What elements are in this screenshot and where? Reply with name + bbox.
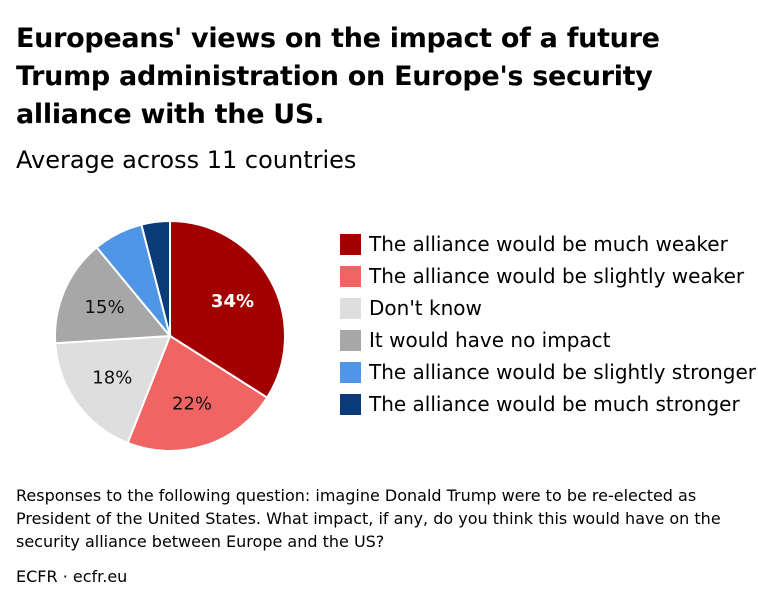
legend-swatch — [340, 233, 361, 255]
chart-title: Europeans' views on the impact of a futu… — [16, 23, 660, 130]
pie-label-1: 22% — [172, 393, 212, 414]
legend-label: It would have no impact — [369, 328, 611, 352]
pie-slice-5 — [140, 219, 171, 337]
pie-label-3: 15% — [85, 297, 125, 318]
legend-swatch — [340, 297, 361, 319]
legend-swatch — [340, 393, 361, 415]
legend-item-4: The alliance would be slightly stronger — [340, 356, 756, 388]
legend-item-0: The alliance would be much weaker — [340, 228, 756, 260]
chart-subtitle: Average across 11 countries — [16, 146, 357, 174]
legend: The alliance would be much weaker The all… — [340, 228, 756, 420]
pie-slice-3 — [54, 245, 173, 345]
legend-label: The alliance would be much weaker — [369, 232, 728, 256]
pie-slice-2 — [54, 334, 172, 445]
legend-item-3: It would have no impact — [340, 324, 756, 356]
legend-item-5: The alliance would be much stronger — [340, 388, 756, 420]
legend-item-2: Don't know — [340, 292, 756, 324]
legend-label: The alliance would be much stronger — [369, 392, 740, 416]
pie-chart: 34% 22% 18% 15% — [54, 219, 286, 452]
pie-label-2: 18% — [92, 367, 132, 388]
legend-item-1: The alliance would be slightly weaker — [340, 260, 756, 292]
legend-label: The alliance would be slightly stronger — [369, 360, 756, 384]
pie-label-0: 34% — [211, 291, 254, 312]
question-note: Responses to the following question: ima… — [16, 486, 721, 551]
legend-swatch — [340, 361, 361, 383]
source-credit: ECFR · ecfr.eu — [16, 567, 128, 586]
pie-slice-1 — [126, 334, 269, 452]
legend-label: The alliance would be slightly weaker — [369, 264, 745, 288]
legend-swatch — [340, 329, 361, 351]
legend-label: Don't know — [369, 296, 482, 320]
legend-swatch — [340, 265, 361, 287]
